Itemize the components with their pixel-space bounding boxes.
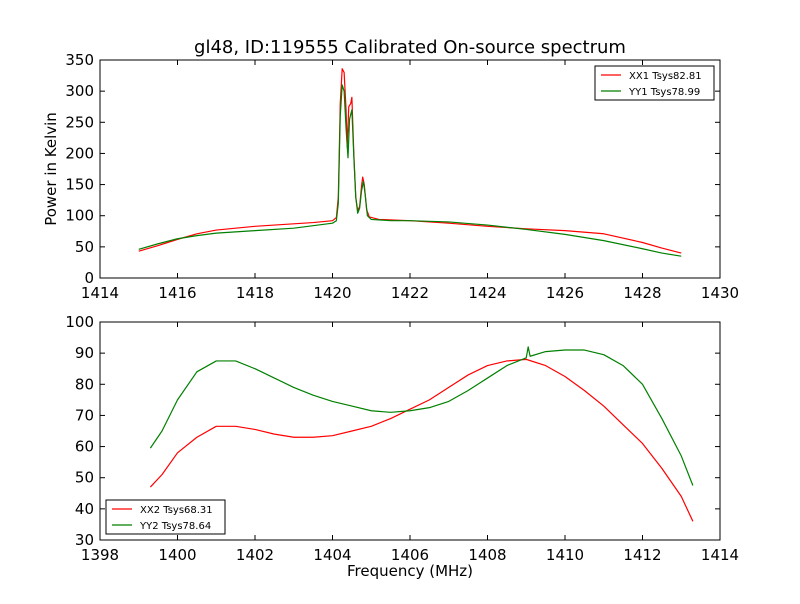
y-tick-label: 40 [75,500,94,518]
legend-box [594,65,715,101]
x-tick-label: 1428 [623,284,661,302]
x-tick-label: 1406 [391,546,429,564]
x-axis-label: Frequency (MHz) [347,562,473,580]
x-tick-label: 1404 [313,546,351,564]
y-tick-label: 200 [65,144,94,162]
series-line-green [149,346,694,486]
chart-title: gl48, ID:119555 Calibrated On-source spe… [194,37,626,58]
bottom-panel: 1398 1400 1402 1404 1406 1408 1410 1412 1414 30 40… [65,313,739,580]
y-tick-label: 250 [65,113,94,131]
legend-label: YY1 Tsys78.99 [628,87,700,98]
y-tick-label: 350 [65,51,94,69]
y-tick-label: 50 [75,469,94,487]
legend-box [105,499,226,535]
x-tick-label: 1420 [313,284,351,302]
series-line-red [149,358,694,522]
x-tick-label: 1422 [391,284,429,302]
legend-label: YY2 Tsys78.64 [139,521,211,532]
y-tick-label: 70 [75,406,94,424]
x-tick-label: 1430 [701,284,739,302]
x-tick-label: 1410 [546,546,584,564]
x-tick-label: 1400 [158,546,196,564]
x-tick-label: 1398 [81,546,119,564]
series-line-green [138,84,682,257]
y-tick-label: 0 [84,269,94,287]
x-tick-label: 1402 [236,546,274,564]
y-tick-label: 100 [65,313,94,331]
legend-label: XX1 Tsys82.81 [629,71,702,82]
y-tick-label: 150 [65,176,94,194]
x-tick-label: 1418 [236,284,274,302]
top-panel: 1414 1416 1418 1420 1422 1424 1426 1428 1430 0 50 1… [42,51,739,302]
legend: XX2 Tsys68.31 YY2 Tsys78.64 [105,499,226,535]
y-tick-label: 100 [65,207,94,225]
x-tick-label: 1416 [158,284,196,302]
y-tick-label: 300 [65,82,94,100]
y-tick-label: 90 [75,344,94,362]
x-tick-label: 1414 [81,284,119,302]
x-tick-label: 1414 [701,546,739,564]
x-tick-label: 1412 [623,546,661,564]
x-tick-label: 1426 [546,284,584,302]
x-tick-label: 1408 [468,546,506,564]
y-tick-label: 30 [75,531,94,549]
x-tick-label: 1424 [468,284,506,302]
y-tick-label: 80 [75,375,94,393]
y-tick-label: 60 [75,438,94,456]
legend-label: XX2 Tsys68.31 [140,505,213,516]
y-tick-label: 50 [75,238,94,256]
legend: XX1 Tsys82.81 YY1 Tsys78.99 [594,65,715,101]
y-axis-label: Power in Kelvin [42,112,60,226]
